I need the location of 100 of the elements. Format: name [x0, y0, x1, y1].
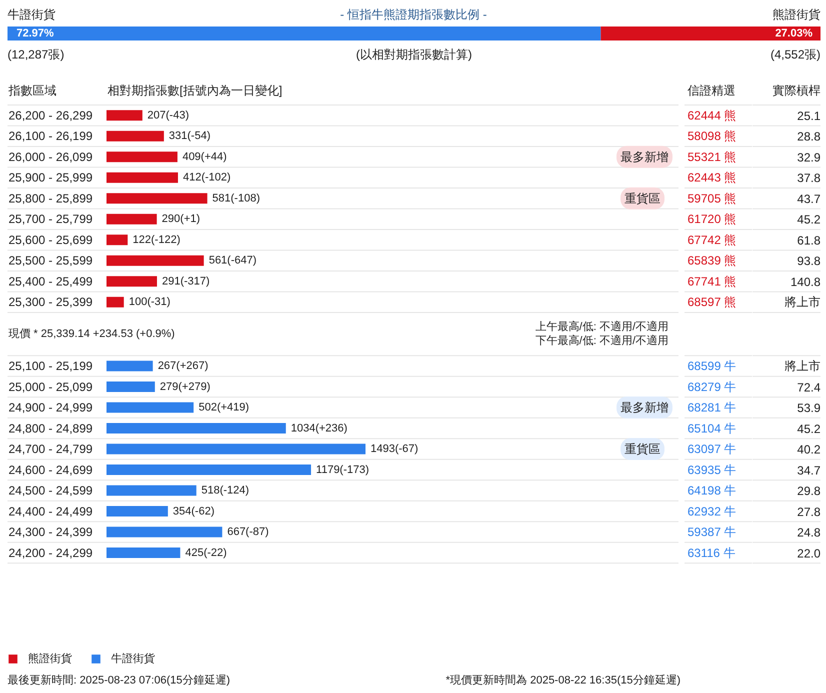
category-label: 59387 牛 [688, 525, 736, 540]
y-tick-label: 26,100 - 26,199 [8, 129, 93, 144]
text: (以相對期指張數計算) [356, 48, 472, 62]
text: 實際槓桿 [772, 84, 820, 98]
category-label: 62443 熊 [688, 170, 736, 185]
category-label: 64198 牛 [688, 484, 736, 498]
data-label: 354(-62) [172, 505, 214, 518]
y-tick-label: 25,600 - 25,699 [8, 232, 93, 247]
category-label: 53.9 [797, 401, 821, 416]
category-label: 40.2 [797, 442, 821, 457]
annotation: 現價 * 25,339.14 +234.53 (+0.9%) [8, 328, 175, 340]
text: 最多新增 [620, 150, 668, 164]
category-label: 22.0 [797, 546, 821, 560]
category-label: 93.8 [797, 254, 821, 268]
data-label: 331(-54) [168, 130, 210, 142]
category-label: 68279 牛 [688, 380, 736, 394]
y-tick-label: 25,800 - 25,899 [8, 191, 93, 206]
y-tick-label: 24,700 - 24,799 [8, 442, 93, 456]
data-label: 409(+44) [182, 150, 227, 163]
y-tick-label: 24,200 - 24,299 [8, 546, 93, 560]
text: (4,552張) [770, 48, 821, 62]
text: (12,287張) [8, 48, 64, 62]
series-label: 熊證街貨 [772, 8, 820, 22]
text: 上午最高/低: 不適用/不適用 [535, 320, 669, 334]
data-label: 425(-22) [185, 546, 227, 559]
data-label: 561(-647) [208, 254, 257, 267]
category-label: 68599 牛 [688, 359, 736, 374]
category-label: 61720 熊 [688, 212, 736, 226]
legend-label: 熊證街貨 [28, 652, 72, 666]
y-tick-label: 25,000 - 25,099 [8, 380, 93, 394]
category-label: 34.7 [797, 463, 821, 478]
data-label: 581(-108) [212, 192, 260, 204]
y-tick-label: 26,000 - 26,099 [8, 150, 93, 164]
chart-title: - 恒指牛熊證期指張數比例 - [340, 8, 487, 22]
data-label: 502(+419) [198, 402, 250, 414]
data-label: 122(-122) [132, 234, 180, 246]
category-label: 將上市 [784, 295, 820, 310]
category-label: 37.8 [797, 171, 821, 186]
data-label: 518(-124) [201, 484, 250, 497]
category-label: 28.8 [797, 130, 821, 144]
data-label: 1493(-67) [370, 443, 418, 456]
category-label: 59705 熊 [688, 191, 736, 206]
y-tick-label: 25,400 - 25,499 [8, 274, 93, 288]
y-tick-label: 24,500 - 24,599 [8, 484, 93, 498]
category-label: 62444 熊 [688, 108, 736, 122]
data-label: 412(-102) [182, 172, 231, 184]
category-label: 55321 熊 [688, 150, 736, 164]
category-label: 27.8 [797, 504, 821, 519]
y-tick-label: 25,500 - 25,599 [8, 254, 93, 268]
data-label: 72.97% [16, 28, 54, 40]
category-label: 32.9 [797, 150, 821, 164]
series-label: 牛證街貨 [8, 8, 56, 22]
y-tick-label: 24,900 - 24,999 [8, 400, 93, 415]
category-label: 68597 熊 [688, 295, 736, 310]
category-label: 68281 牛 [688, 400, 736, 415]
text: *現價更新時間為 2025-08-22 16:35(15分鐘延遲) [446, 674, 680, 686]
data-label: 100(-31) [128, 296, 170, 308]
text: 最後更新時間: 2025-08-23 07:06(15分鐘延遲) [8, 674, 230, 686]
data-label: 207(-43) [147, 109, 189, 122]
category-label: 45.2 [797, 212, 821, 227]
data-label: 1179(-173) [316, 464, 370, 476]
data-label: 291(-317) [162, 275, 210, 288]
text: 下午最高/低: 不適用/不適用 [535, 334, 669, 348]
category-label: 43.7 [797, 192, 821, 206]
category-label: 140.8 [790, 274, 821, 289]
text: 重貨區 [624, 191, 660, 206]
y-tick-label: 25,900 - 25,999 [8, 170, 93, 185]
legend-label: 牛證街貨 [111, 652, 155, 666]
y-axis-title: 指數區域 [8, 84, 56, 98]
category-label: 63935 牛 [688, 462, 736, 477]
y-tick-label: 24,400 - 24,499 [8, 504, 93, 518]
category-label: 65839 熊 [688, 254, 736, 268]
y-tick-label: 24,300 - 24,399 [8, 525, 93, 540]
y-tick-label: 24,600 - 24,699 [8, 462, 93, 477]
text: 信證精選 [688, 84, 736, 98]
category-label: 45.2 [797, 422, 821, 436]
category-label: 63097 牛 [688, 442, 736, 456]
data-label: 667(-87) [227, 526, 269, 538]
category-label: 72.4 [797, 380, 821, 394]
category-label: 62932 牛 [688, 504, 736, 518]
category-label: 25.1 [797, 108, 821, 123]
y-tick-label: 25,100 - 25,199 [8, 359, 93, 374]
text: 最多新增 [620, 400, 668, 415]
y-tick-label: 25,700 - 25,799 [8, 212, 93, 226]
y-tick-label: 26,200 - 26,299 [8, 108, 93, 122]
category-label: 67741 熊 [688, 274, 736, 288]
category-label: 63116 牛 [688, 546, 736, 560]
data-label: 279(+279) [160, 380, 210, 393]
data-label: 27.03% [775, 28, 813, 40]
category-label: 58098 熊 [688, 129, 736, 144]
y-tick-label: 25,300 - 25,399 [8, 295, 93, 310]
text: 重貨區 [624, 442, 660, 456]
category-label: 24.8 [797, 526, 821, 540]
category-label: 61.8 [797, 233, 821, 248]
category-label: 將上市 [784, 359, 820, 374]
category-label: 65104 牛 [688, 421, 736, 436]
data-label: 267(+267) [158, 360, 208, 372]
category-label: 67742 熊 [688, 232, 736, 247]
category-label: 29.8 [797, 484, 821, 498]
data-label: 1034(+236) [290, 422, 348, 434]
